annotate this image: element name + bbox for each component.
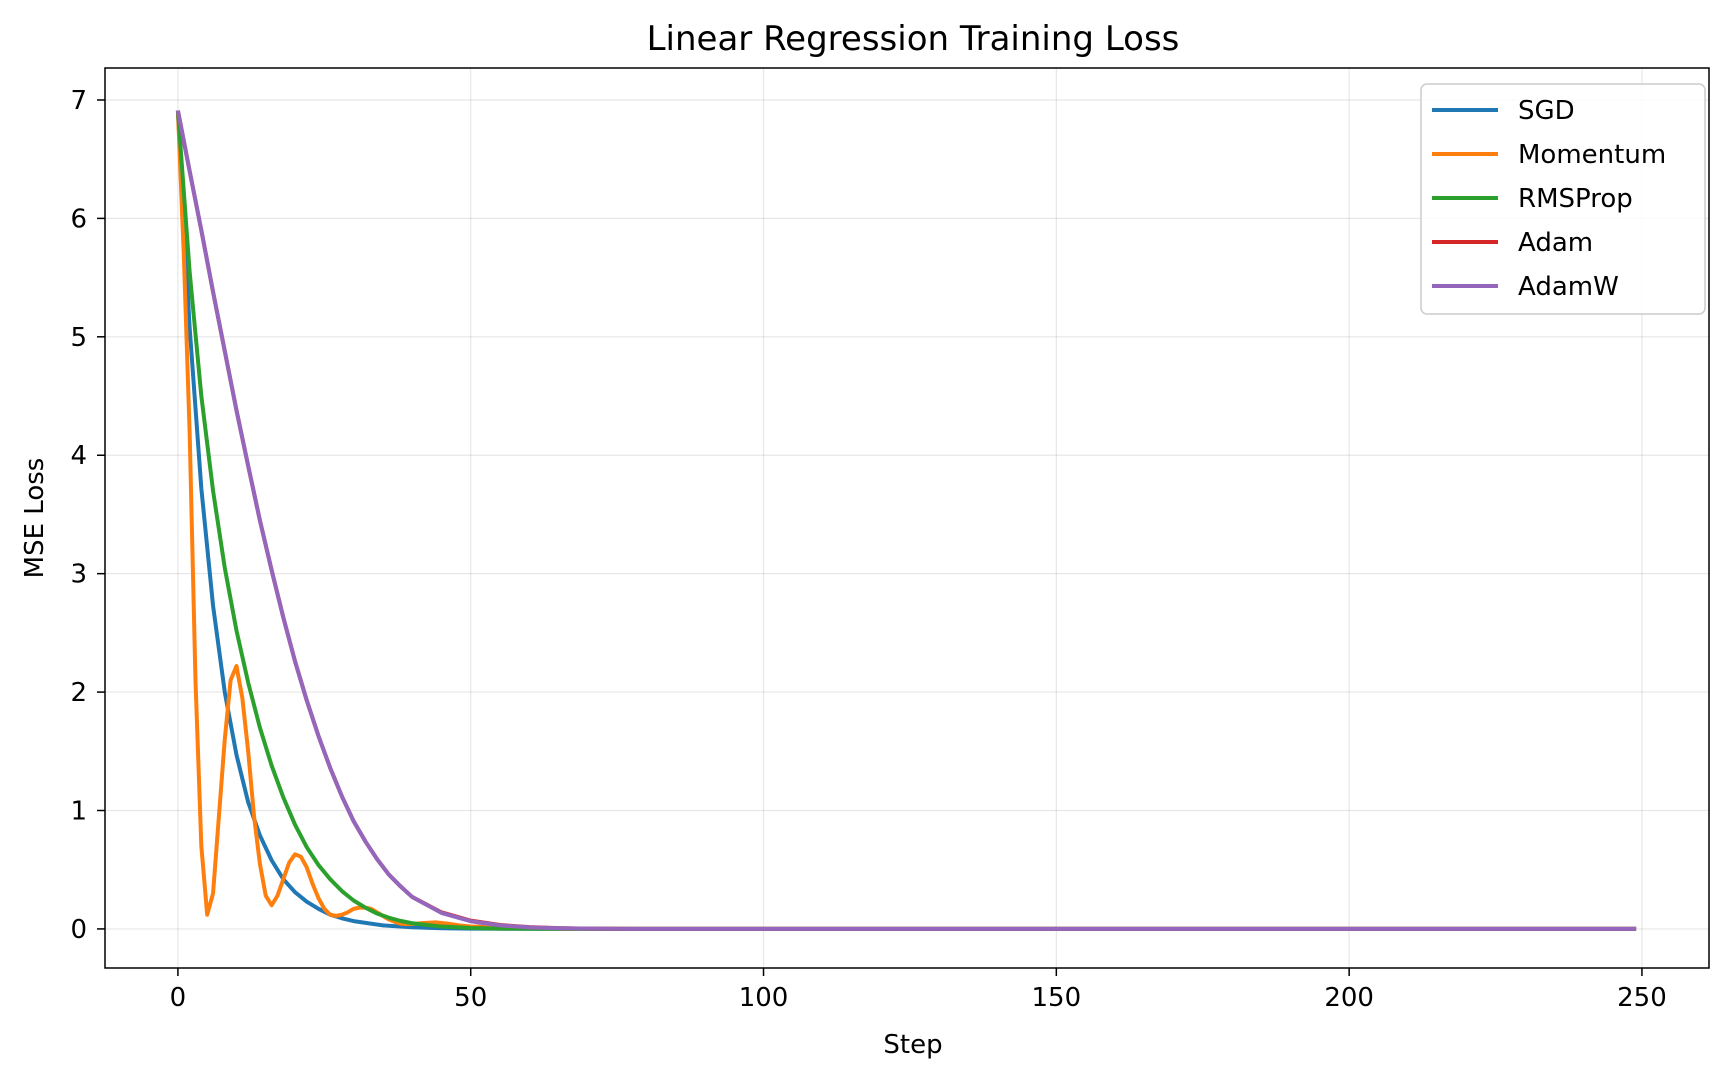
x-tick-label: 100 — [739, 983, 789, 1013]
y-tick-label: 2 — [70, 678, 87, 708]
y-tick-label: 7 — [70, 86, 87, 116]
x-tick-label: 250 — [1617, 983, 1667, 1013]
legend-label-momentum: Momentum — [1518, 140, 1666, 170]
legend-label-rmsprop: RMSProp — [1518, 184, 1633, 214]
x-axis-ticks: 0 50 100 150 200 250 — [170, 968, 1667, 1013]
plot-lines — [175, 110, 1637, 931]
legend-label-adam: Adam — [1518, 228, 1593, 258]
x-tick-label: 200 — [1324, 983, 1374, 1013]
x-tick-label: 150 — [1032, 983, 1082, 1013]
x-tick-label: 50 — [454, 983, 487, 1013]
grid-lines — [105, 68, 1709, 968]
x-axis-label: Step — [883, 1030, 942, 1060]
y-axis-ticks: 0 1 2 3 4 5 6 7 — [70, 86, 105, 945]
legend-box — [1420, 83, 1706, 315]
chart-title: Linear Regression Training Loss — [647, 19, 1180, 59]
y-tick-label: 3 — [70, 560, 87, 590]
series-line-adamw — [175, 110, 1637, 931]
plot-frame — [104, 67, 1710, 969]
y-tick-label: 5 — [70, 323, 87, 353]
y-tick-label: 6 — [70, 204, 87, 234]
legend-label-sgd: SGD — [1518, 96, 1575, 126]
legend-label-adamw: AdamW — [1518, 272, 1619, 302]
y-tick-label: 1 — [70, 797, 87, 827]
x-tick-label: 0 — [170, 983, 187, 1013]
y-tick-label: 0 — [70, 915, 87, 945]
legend: SGD Momentum RMSProp Adam AdamW — [1420, 83, 1706, 315]
y-axis-label: MSE Loss — [20, 458, 50, 579]
y-tick-label: 4 — [70, 441, 87, 471]
series-line-momentum — [175, 110, 1637, 931]
